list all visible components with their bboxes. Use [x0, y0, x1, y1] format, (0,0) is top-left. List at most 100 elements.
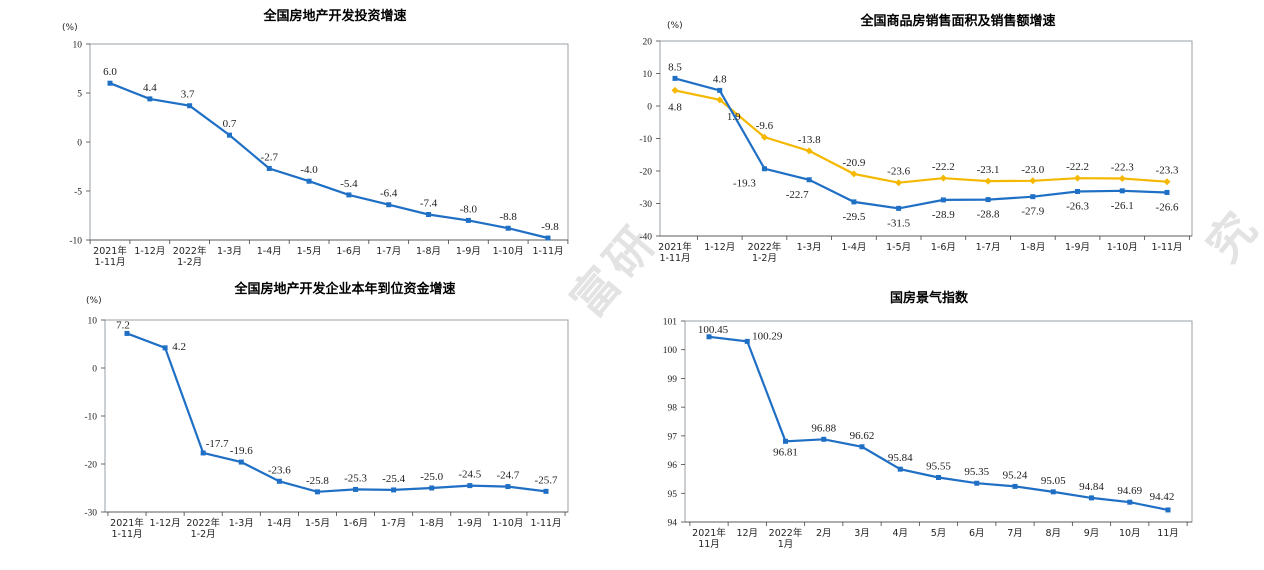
- y-tick-label: -30: [84, 509, 97, 519]
- y-tick-label: 96: [668, 461, 678, 471]
- data-point: [386, 202, 392, 208]
- y-tick-label: -20: [84, 461, 97, 471]
- data-label: 0.7: [223, 118, 237, 130]
- data-label: 100.45: [698, 324, 729, 336]
- data-point: [107, 80, 113, 86]
- data-label: 96.62: [850, 430, 875, 442]
- data-point: [850, 170, 858, 178]
- data-label: 95.05: [1041, 475, 1066, 487]
- data-label: -31.5: [887, 217, 910, 229]
- chart-investment-growth-svg: 全国房地产开发投资增速 (%) 10 5 0 -5 -10 2021年 1-11月 1-12月 20…: [62, 8, 569, 268]
- x-tick-label: 1-10月: [493, 246, 524, 257]
- x-tick-label: 1-3月: [229, 518, 254, 529]
- x-tick-label: 2022年 1月: [769, 527, 803, 550]
- y-tick-label: -30: [639, 200, 652, 210]
- data-label: 94.42: [1150, 491, 1175, 503]
- x-tick-label: 2021年 1-11月: [93, 245, 127, 268]
- x-tick-label: 1-12月: [704, 242, 735, 253]
- data-label: -25.0: [420, 471, 443, 483]
- data-point: [706, 334, 712, 340]
- y-unit-label: (%): [86, 296, 102, 306]
- x-tick-label: 1-5月: [305, 518, 330, 529]
- x-tick-label: 1-7月: [376, 246, 401, 257]
- data-point: [314, 489, 320, 495]
- x-tick-label: 2021年 1-11月: [110, 517, 144, 540]
- data-point: [187, 103, 193, 109]
- data-label: -23.0: [1021, 164, 1044, 176]
- data-point: [851, 199, 857, 205]
- data-label: 3.7: [181, 89, 195, 101]
- data-point: [147, 96, 153, 102]
- data-point: [505, 225, 511, 231]
- data-label: -28.9: [932, 209, 955, 221]
- data-label: -27.9: [1021, 206, 1044, 218]
- data-point: [1029, 177, 1037, 185]
- data-label: -2.7: [261, 151, 279, 163]
- y-tick-label: -10: [639, 135, 652, 145]
- data-label: -25.4: [382, 473, 405, 485]
- x-tick-label: 1-12月: [134, 246, 165, 257]
- x-tick-label: 1-4月: [257, 246, 282, 257]
- data-point: [897, 466, 903, 472]
- data-label: 4.4: [143, 82, 157, 94]
- x-tick-label: 7月: [1007, 528, 1023, 539]
- x-tick-label: 9月: [1084, 528, 1100, 539]
- x-tick-label: 1-7月: [381, 518, 406, 529]
- y-unit-label: (%): [62, 23, 78, 33]
- y-tick-label: -40: [639, 233, 652, 243]
- x-tick-label: 1-6月: [931, 242, 956, 253]
- x-tick-label: 1-11月: [532, 246, 563, 257]
- data-point: [940, 197, 946, 203]
- x-tick-label: 1-11月: [1151, 242, 1182, 253]
- data-label: -19.6: [230, 445, 253, 457]
- chart-investment-growth: 全国房地产开发投资增速 (%) 10 5 0 -5 -10 2021年 1-11月 1-12月 20…: [0, 0, 620, 280]
- data-label: -4.0: [300, 164, 318, 176]
- data-point: [671, 86, 679, 94]
- data-label: 95.55: [926, 460, 951, 472]
- data-point: [821, 436, 827, 442]
- x-tick-label: 6月: [969, 528, 985, 539]
- data-label: -23.3: [1156, 165, 1179, 177]
- y-tick-label: 0: [77, 139, 82, 149]
- y-tick-label: 101: [663, 318, 678, 328]
- data-point: [276, 478, 282, 484]
- data-label: 100.29: [752, 330, 783, 342]
- data-point: [805, 147, 813, 155]
- series-line-1: [674, 77, 1168, 210]
- data-label: -6.4: [380, 188, 398, 200]
- data-label: -25.8: [306, 475, 329, 487]
- data-point: [896, 205, 902, 211]
- data-label: -26.6: [1156, 201, 1179, 213]
- data-label: -28.8: [977, 209, 1000, 221]
- chart-title: 全国房地产开发投资增速: [262, 8, 406, 24]
- data-label: -26.1: [1111, 200, 1134, 212]
- data-label: 96.88: [811, 422, 836, 434]
- data-point: [936, 474, 941, 480]
- data-point: [1118, 174, 1126, 182]
- data-point: [1165, 507, 1171, 513]
- y-tick-label: -10: [84, 413, 97, 423]
- data-label: 8.5: [668, 61, 682, 73]
- data-label: -19.3: [733, 178, 756, 190]
- data-point: [306, 178, 312, 184]
- data-point: [744, 338, 750, 344]
- x-tick-label: 11月: [1157, 528, 1179, 539]
- data-point: [859, 444, 865, 450]
- x-tick-label: 1-5月: [297, 246, 322, 257]
- data-point: [1164, 189, 1170, 195]
- data-point: [672, 75, 678, 81]
- data-point: [1012, 483, 1018, 489]
- data-label: 1.9: [727, 111, 741, 123]
- data-label: -23.6: [887, 166, 910, 178]
- y-tick-label: 5: [77, 90, 82, 100]
- data-point: [266, 165, 272, 171]
- data-point: [346, 192, 352, 198]
- data-label: -24.7: [496, 470, 519, 482]
- data-label: -13.8: [798, 134, 821, 146]
- data-label: -23.6: [268, 464, 291, 476]
- y-tick-label: 97: [668, 432, 678, 442]
- x-tick-label: 1-8月: [416, 246, 441, 257]
- chart-title: 全国房地产开发企业本年到位资金增速: [233, 281, 455, 297]
- x-tick-label: 8月: [1045, 528, 1061, 539]
- y-tick-label: 10: [88, 317, 98, 327]
